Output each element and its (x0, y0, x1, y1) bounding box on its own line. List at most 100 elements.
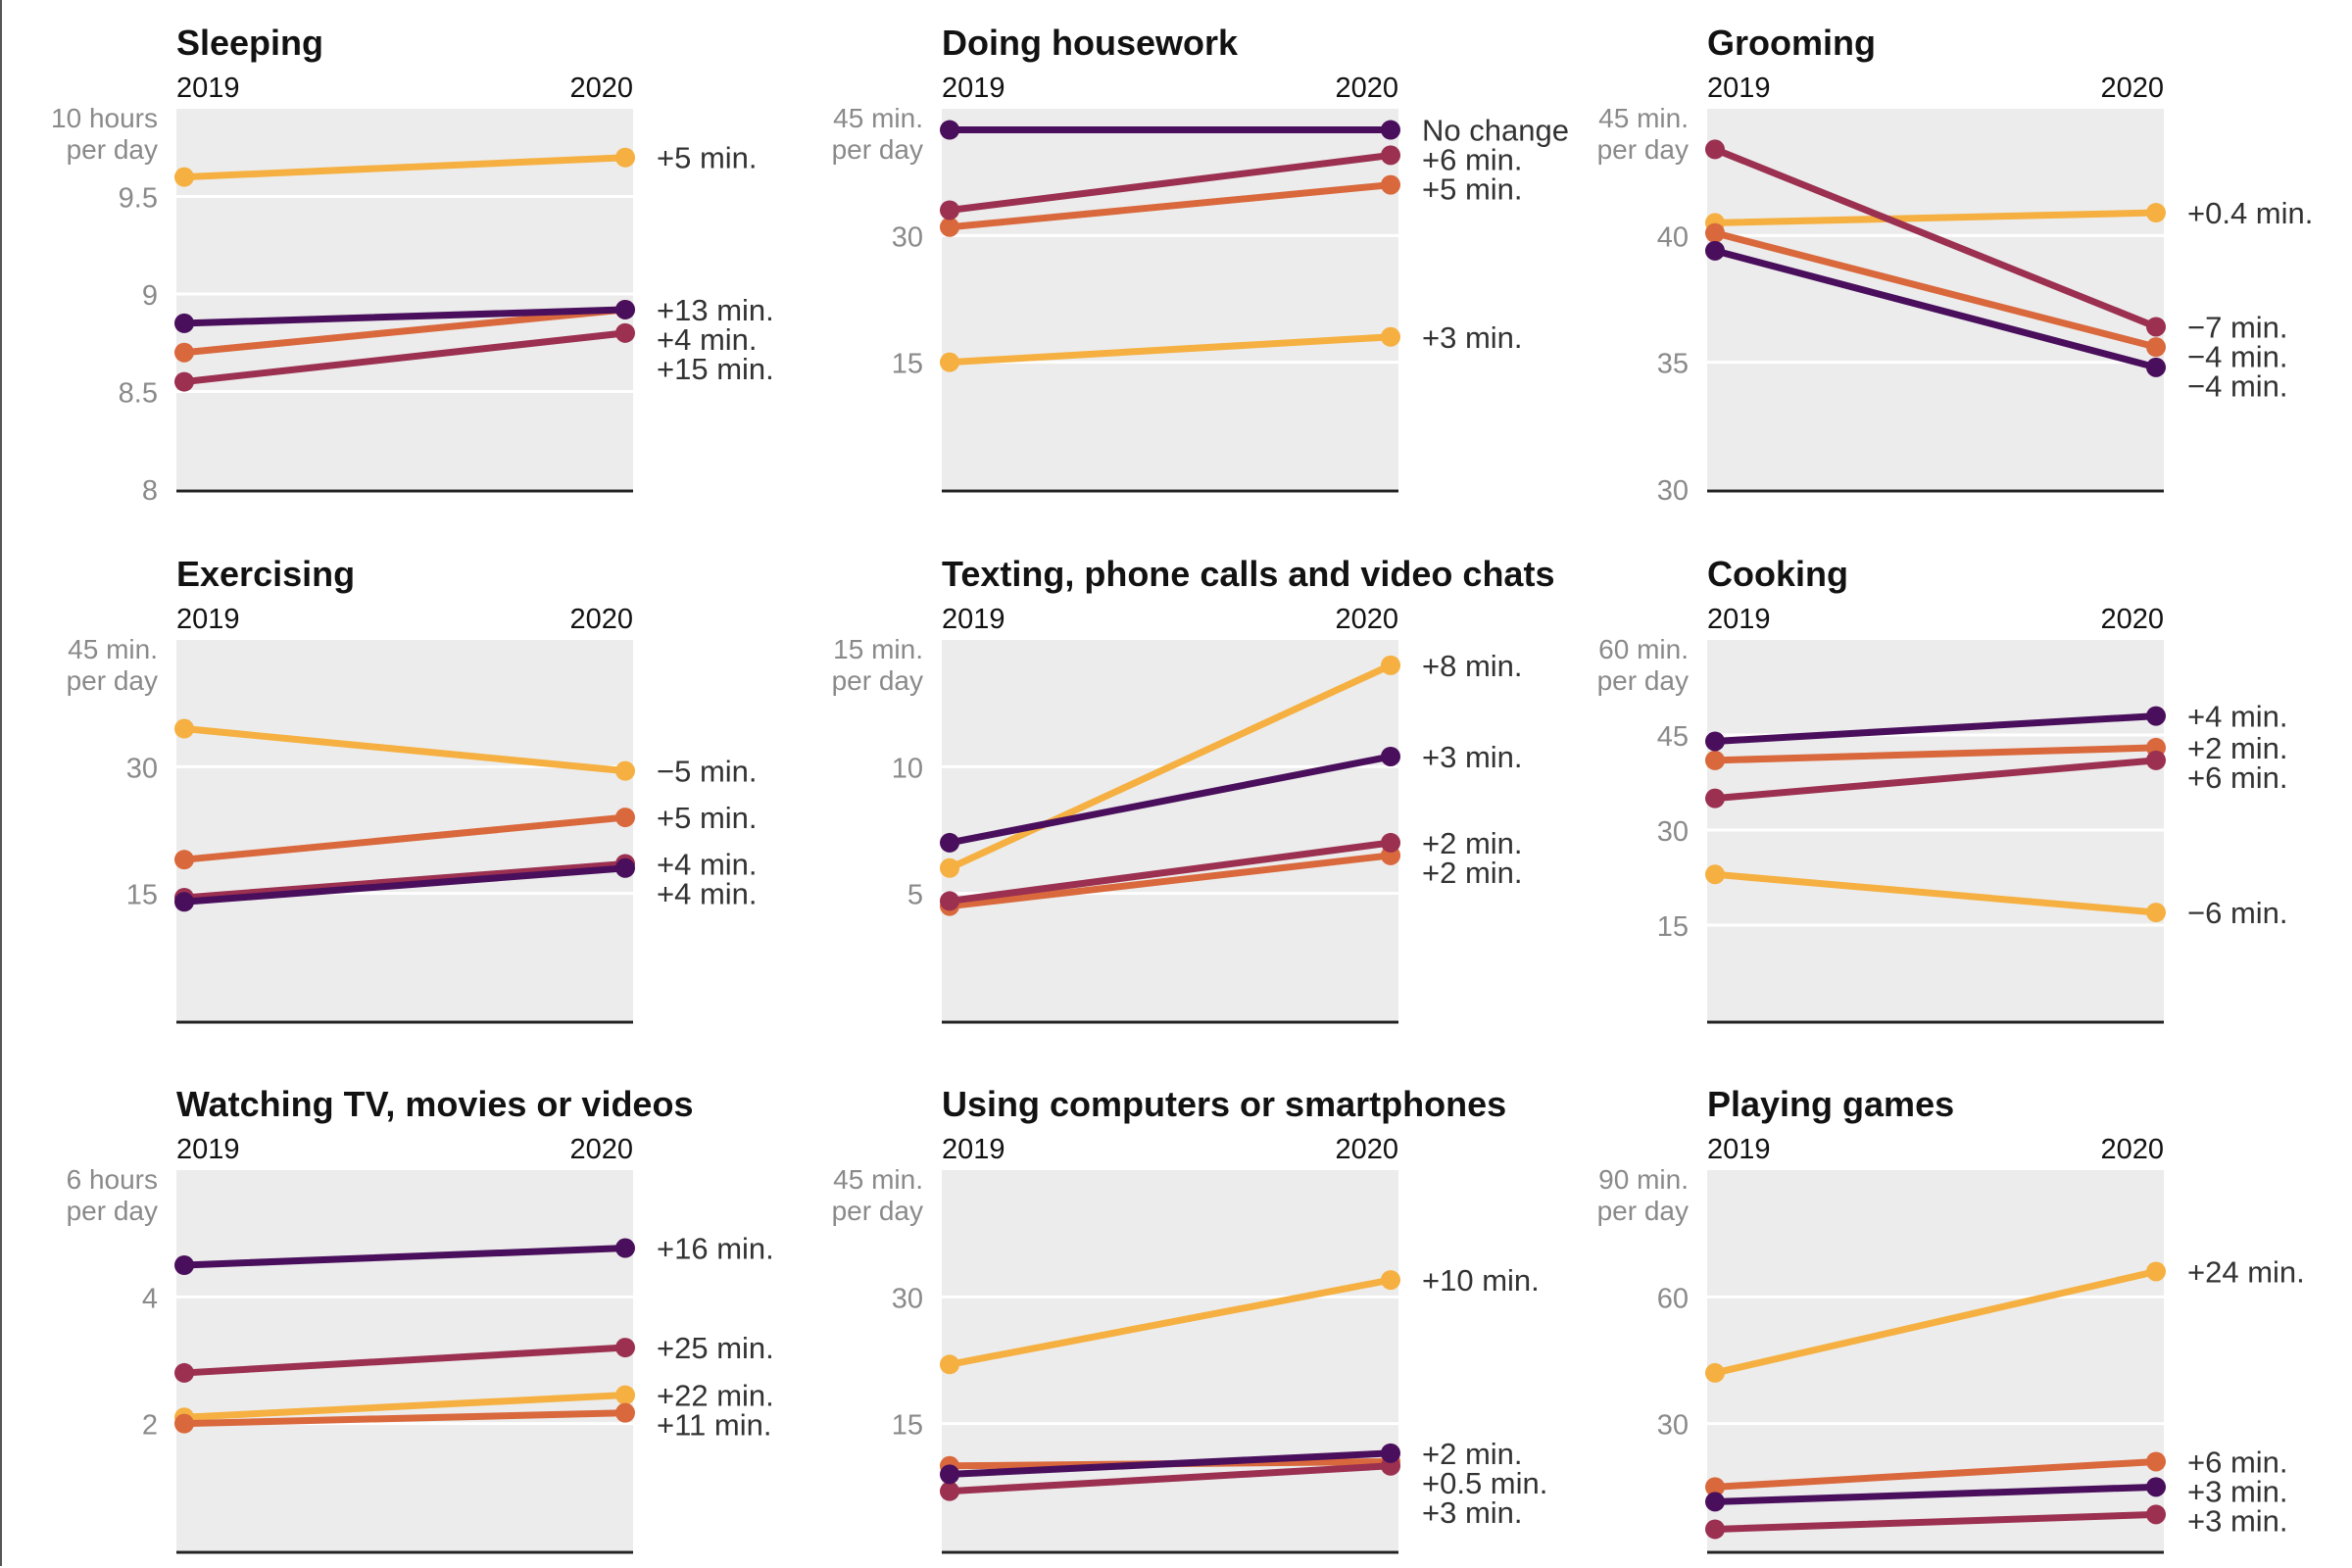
data-point (2146, 1451, 2166, 1472)
series-line (1711, 757, 2160, 803)
series-line (1711, 1483, 2160, 1505)
series-line (946, 662, 1395, 872)
y-unit-label: per day (1597, 665, 1689, 696)
series-line (1711, 1510, 2160, 1533)
series-line (1711, 209, 2160, 226)
series-line (1711, 744, 2160, 764)
data-point (174, 1362, 194, 1383)
change-label: +6 min. (2187, 760, 2288, 795)
change-label: −4 min. (2187, 368, 2288, 403)
y-unit-label: per day (832, 665, 923, 696)
change-label: −6 min. (2187, 896, 2288, 930)
change-label: +6 min. (2187, 1445, 2288, 1479)
series-line (1711, 1267, 2160, 1377)
data-point (174, 850, 194, 870)
chart-panel-2: Doing housework 2019 2020 45 min.per day 15 3… (832, 23, 1569, 493)
panel-title: Sleeping (176, 23, 323, 63)
data-point (615, 858, 635, 878)
change-label: +13 min. (657, 293, 774, 327)
y-tick-label: 9.5 (119, 183, 158, 215)
series-line (180, 859, 629, 902)
data-point (2146, 1504, 2166, 1525)
change-label: +4 min. (2187, 700, 2288, 734)
change-label: No change (1422, 114, 1569, 148)
data-point (1381, 832, 1400, 853)
data-point (1381, 655, 1400, 675)
change-label: +3 min. (2187, 1474, 2288, 1508)
change-label: +22 min. (657, 1379, 774, 1413)
series-line (1711, 712, 2160, 745)
series-line (180, 154, 629, 181)
data-point (615, 1338, 635, 1358)
y-tick-label: 5 (907, 880, 923, 911)
data-point (174, 1413, 194, 1434)
data-point (615, 760, 635, 781)
chart-panel-7: Watching TV, movies or videos 2019 2020 6 h… (67, 1084, 774, 1554)
change-label: +3 min. (2187, 1503, 2288, 1538)
data-point (2146, 706, 2166, 726)
data-point (940, 200, 959, 220)
panel-title: Cooking (1707, 554, 1848, 594)
data-point (174, 718, 194, 739)
change-label: +24 min. (2187, 1254, 2305, 1289)
data-point (1705, 864, 1725, 885)
y-unit-label: per day (67, 1196, 158, 1226)
y-tick-label: 60 (1657, 1283, 1689, 1314)
data-point (1381, 174, 1400, 195)
y-unit-label: 90 min. (1598, 1164, 1689, 1195)
y-tick-label: 4 (142, 1283, 158, 1314)
x-tick-label: 2019 (176, 1134, 240, 1165)
panel-title: Grooming (1707, 23, 1876, 63)
series-line (180, 306, 629, 357)
y-tick-label: 30 (892, 221, 923, 253)
data-point (1381, 746, 1400, 766)
y-tick-label: 30 (126, 753, 158, 784)
y-tick-label: 8 (142, 475, 158, 507)
change-label: −5 min. (657, 755, 758, 789)
plot-area (942, 1170, 1398, 1550)
x-tick-label: 2020 (1335, 1134, 1398, 1165)
y-unit-label: 45 min. (833, 1164, 923, 1195)
x-tick-label: 2019 (1707, 1134, 1771, 1165)
data-point (940, 217, 959, 237)
y-unit-label: per day (1597, 134, 1689, 165)
x-tick-label: 2020 (569, 1134, 633, 1165)
series-line (1711, 247, 2160, 371)
data-point (940, 1464, 959, 1485)
data-point (1705, 222, 1725, 243)
x-tick-label: 2020 (569, 73, 633, 104)
panel-title: Watching TV, movies or videos (176, 1084, 693, 1124)
y-tick-label: 15 (126, 880, 158, 911)
x-tick-label: 2020 (2100, 604, 2164, 635)
change-label: −7 min. (2187, 310, 2288, 344)
y-tick-label: 45 (1657, 721, 1689, 753)
data-point (1705, 1362, 1725, 1383)
data-point (615, 322, 635, 343)
x-tick-label: 2019 (176, 73, 240, 104)
series-line (946, 839, 1395, 905)
y-unit-label: per day (67, 134, 158, 165)
change-label: +0.4 min. (2187, 196, 2313, 230)
panel-title: Using computers or smartphones (942, 1084, 1506, 1124)
series-line (180, 329, 629, 386)
change-label: +5 min. (1422, 172, 1523, 207)
change-label: +8 min. (1422, 649, 1523, 683)
change-label: +4 min. (657, 322, 758, 357)
y-tick-label: 15 (892, 349, 923, 380)
data-point (615, 808, 635, 828)
y-unit-label: per day (832, 134, 923, 165)
y-tick-label: 30 (892, 1283, 923, 1314)
change-label: +2 min. (1422, 826, 1523, 860)
x-tick-label: 2019 (942, 1134, 1005, 1165)
x-tick-label: 2019 (1707, 73, 1771, 104)
data-point (1705, 788, 1725, 808)
change-label: +3 min. (1422, 1495, 1523, 1530)
y-tick-label: 2 (142, 1410, 158, 1442)
data-point (615, 1385, 635, 1405)
series-line (180, 1409, 629, 1428)
data-point (940, 352, 959, 372)
panel-title: Doing housework (942, 23, 1239, 63)
data-point (1381, 1270, 1400, 1291)
data-point (2146, 903, 2166, 923)
